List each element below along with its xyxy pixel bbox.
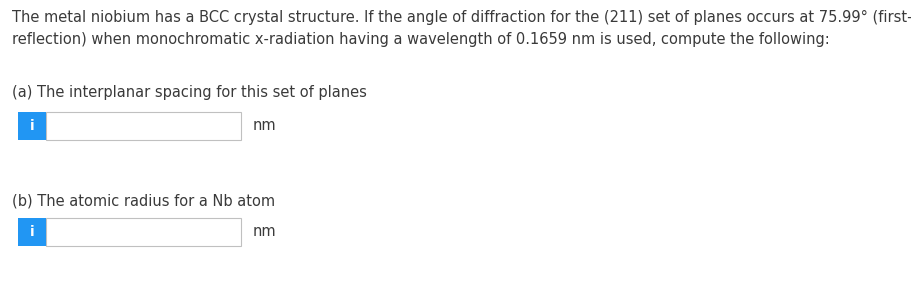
Text: (a) The interplanar spacing for this set of planes: (a) The interplanar spacing for this set…: [12, 85, 367, 100]
Text: i: i: [30, 225, 35, 239]
Text: nm: nm: [253, 119, 277, 134]
Text: The metal niobium has a BCC crystal structure. If the angle of diffraction for t: The metal niobium has a BCC crystal stru…: [12, 10, 911, 25]
Text: (b) The atomic radius for a Nb atom: (b) The atomic radius for a Nb atom: [12, 193, 275, 208]
Text: nm: nm: [253, 224, 277, 239]
FancyBboxPatch shape: [18, 218, 46, 246]
FancyBboxPatch shape: [46, 218, 241, 246]
FancyBboxPatch shape: [46, 112, 241, 140]
Text: i: i: [30, 119, 35, 133]
Text: reflection) when monochromatic x-radiation having a wavelength of 0.1659 nm is u: reflection) when monochromatic x-radiati…: [12, 32, 830, 47]
FancyBboxPatch shape: [18, 112, 46, 140]
